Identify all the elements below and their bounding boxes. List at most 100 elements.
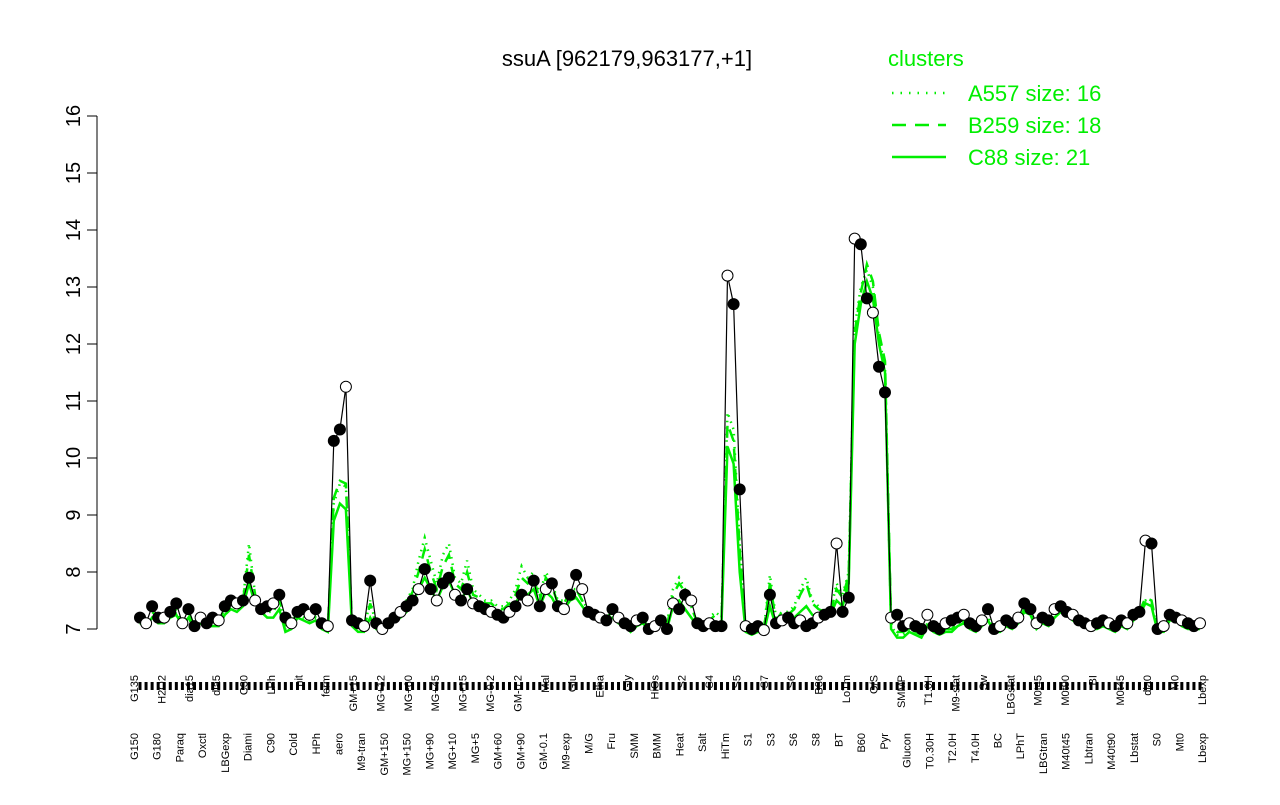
x-tick-label: G135 (129, 675, 141, 702)
x-tick-label: HiOs (649, 675, 661, 700)
data-point (600, 614, 613, 627)
data-point (1012, 611, 1025, 624)
x-tick-label: S8 (811, 733, 823, 746)
x-tick-label: LBGexp (220, 733, 232, 773)
x-tick-label: M9-exp (561, 733, 573, 770)
x-tick-label: B36 (814, 675, 826, 695)
x-tick-label: S6 (788, 733, 800, 746)
data-point (1133, 605, 1146, 618)
x-tick-label: BC (993, 733, 1005, 748)
x-tick-label: M/G (584, 733, 596, 754)
x-tick-label: M9-stat (951, 675, 963, 712)
cluster-line-1 (139, 266, 1200, 637)
x-tick-label: GM-0.1 (538, 733, 550, 770)
x-tick-label: T1.0H (923, 675, 935, 705)
data-point (860, 292, 873, 305)
data-point (339, 380, 352, 393)
x-tick-label: M40t45 (1061, 733, 1073, 770)
x-tick-label: S7 (759, 675, 771, 688)
x-tick-label: Pyr (879, 733, 891, 750)
x-tick-label: C90 (265, 733, 277, 753)
x-tick-label: GM-0.2 (512, 675, 524, 712)
data-point (188, 620, 201, 633)
x-tick-label: HiTm (720, 733, 732, 759)
x-tick-label: Mt0 (1174, 733, 1186, 751)
x-tick-label: M0t90 (1060, 675, 1072, 706)
data-point (757, 624, 770, 637)
x-tick-label: S1 (743, 733, 755, 746)
x-tick-label: Mal (540, 675, 552, 693)
data-point (1024, 603, 1037, 616)
x-tick-label: nit (293, 675, 305, 687)
x-tick-label: BT (833, 733, 845, 747)
data-point (824, 605, 837, 618)
data-points (134, 232, 1206, 637)
data-point (418, 563, 431, 576)
x-tick-label: Salt (697, 733, 709, 752)
x-tick-label: Lbtran (1083, 733, 1095, 764)
x-tick-label: GM+15 (348, 675, 360, 711)
x-tick-label: Glucon (902, 733, 914, 768)
data-point (1042, 614, 1055, 627)
data-point (830, 537, 843, 550)
data-point (509, 600, 522, 613)
y-tick-label: 11 (63, 391, 85, 412)
x-tick-label: MG-0.2 (485, 675, 497, 712)
data-point (673, 603, 686, 616)
x-tick-label: M9-tran (356, 733, 368, 771)
x-tick-label: SMM (629, 733, 641, 759)
data-point (854, 238, 867, 251)
x-tick-label: S4 (704, 675, 716, 688)
data-point (866, 306, 879, 319)
x-tick-label: MG+5 (470, 733, 482, 763)
data-point (564, 588, 577, 601)
data-point (1145, 537, 1158, 550)
data-point (333, 423, 346, 436)
legend-label: C88 size: 21 (968, 145, 1090, 170)
x-tick-label: M0t45 (1033, 675, 1045, 706)
x-tick-label: Sw (978, 675, 990, 690)
x-tick-label: LBGstat (1005, 675, 1017, 715)
data-point (1157, 620, 1170, 633)
y-tick-label: 8 (63, 566, 85, 577)
x-tick-label: LBGtran (1038, 733, 1050, 774)
y-tick-label: 10 (63, 447, 85, 469)
data-point (243, 571, 255, 584)
y-tick-label: 16 (63, 105, 85, 127)
x-tick-label: G180 (152, 733, 164, 760)
y-tick-label: 14 (63, 219, 85, 241)
data-point (182, 603, 195, 616)
data-point (358, 620, 371, 633)
data-point (212, 614, 225, 627)
data-point (727, 298, 740, 311)
legend-label: B259 size: 18 (968, 113, 1101, 138)
data-point (636, 611, 649, 624)
data-point (879, 386, 891, 399)
data-point (521, 594, 534, 607)
cluster-lines (139, 259, 1200, 640)
x-tick-label: S6 (786, 675, 798, 688)
x-tick-label: Gly (622, 674, 634, 691)
data-point (721, 269, 734, 282)
x-tick-label: dia0 (1142, 675, 1154, 696)
data-point (527, 574, 540, 587)
data-point (1194, 617, 1206, 630)
data-point (309, 603, 322, 616)
x-tick-label: dia15 (184, 675, 196, 702)
data-point (461, 583, 474, 596)
x-tick-label: aero (334, 733, 346, 755)
data-point (176, 617, 189, 630)
data-point (606, 603, 619, 616)
x-tick-label: Cold (288, 733, 300, 756)
x-tick-label: LPh (266, 675, 278, 695)
x-tick-label: LoTm (841, 675, 853, 703)
data-point (654, 614, 667, 627)
data-point (715, 620, 728, 633)
x-axis: G150 G180 Paraq Oxctl LBGexp Diami C90 Cold HPh a… (129, 674, 1209, 775)
y-tick-label: 15 (63, 162, 85, 184)
data-point (237, 594, 249, 607)
data-point (661, 623, 673, 635)
x-tick-label: Heat (674, 733, 686, 756)
series-line (139, 237, 1201, 632)
